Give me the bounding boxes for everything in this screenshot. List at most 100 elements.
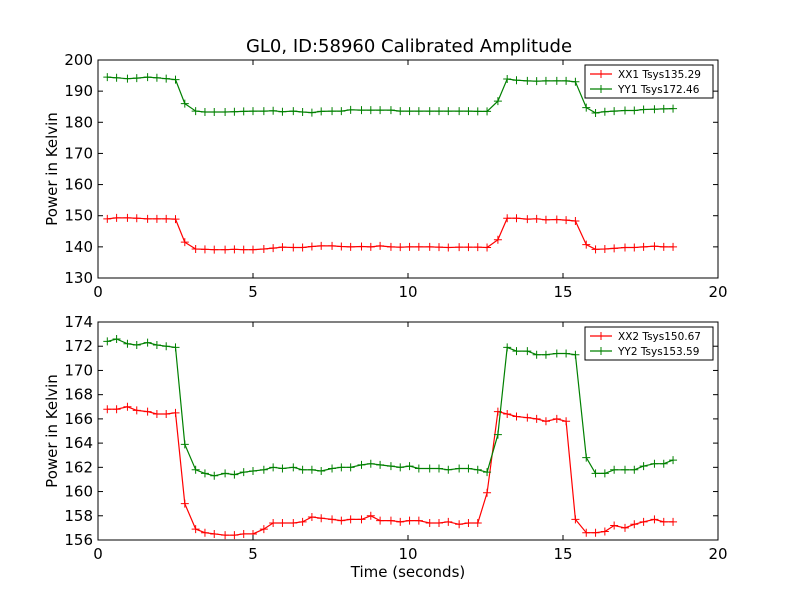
data-point xyxy=(103,214,112,223)
data-point xyxy=(610,244,619,253)
data-point xyxy=(317,514,326,523)
legend-marker xyxy=(597,347,605,355)
data-point xyxy=(386,462,395,471)
data-point xyxy=(444,517,453,526)
data-point xyxy=(455,464,464,473)
data-point xyxy=(171,215,180,224)
data-point xyxy=(152,73,161,82)
y-tick-label: 156 xyxy=(64,531,93,549)
data-point xyxy=(200,108,209,117)
data-point xyxy=(405,516,414,525)
data-point xyxy=(523,215,532,224)
data-point xyxy=(191,107,200,116)
data-point xyxy=(523,76,532,85)
data-point xyxy=(162,342,171,351)
data-point xyxy=(249,107,257,116)
top-subplot: 0 5 10 15 20 130 140 150 160 170 180 190 200 Power in… xyxy=(43,51,728,301)
data-point xyxy=(630,243,639,252)
y-axis-label: Power in Kelvin xyxy=(43,112,61,226)
data-point xyxy=(600,245,609,254)
data-point xyxy=(493,235,502,244)
data-point xyxy=(532,350,541,359)
data-point xyxy=(337,107,346,116)
y-tick-label: 170 xyxy=(64,144,93,162)
y-tick-label: 140 xyxy=(64,238,93,256)
data-point xyxy=(473,465,482,474)
data-point xyxy=(464,519,473,528)
data-point xyxy=(366,242,375,251)
data-point xyxy=(210,108,219,117)
data-point xyxy=(562,349,571,358)
data-point xyxy=(621,243,629,252)
data-point xyxy=(230,245,239,254)
data-point xyxy=(357,242,366,251)
data-point xyxy=(278,464,287,473)
data-point xyxy=(278,243,287,252)
data-point xyxy=(552,414,561,423)
data-point xyxy=(239,107,248,116)
x-axis-label: Time (seconds) xyxy=(350,563,466,581)
data-point xyxy=(112,213,121,222)
data-point xyxy=(512,412,521,421)
data-point xyxy=(112,73,121,82)
data-point xyxy=(483,107,492,116)
data-point xyxy=(289,463,298,472)
data-point xyxy=(396,517,405,526)
data-point xyxy=(230,107,239,116)
data-point xyxy=(171,408,180,417)
data-point xyxy=(317,466,326,475)
data-point xyxy=(366,459,375,468)
data-point xyxy=(346,105,355,114)
data-point xyxy=(307,465,316,474)
y-tick-label: 150 xyxy=(64,207,93,225)
data-point xyxy=(523,413,532,422)
data-point xyxy=(414,516,423,525)
data-point xyxy=(221,469,230,478)
data-point xyxy=(259,525,268,534)
data-point xyxy=(483,488,492,497)
data-point xyxy=(337,463,346,472)
data-point xyxy=(444,243,453,252)
data-point xyxy=(180,440,189,449)
data-point xyxy=(298,517,307,526)
data-point xyxy=(396,107,405,116)
data-point xyxy=(103,405,112,414)
data-point xyxy=(405,107,414,116)
data-point xyxy=(503,410,512,419)
data-point xyxy=(307,242,316,251)
data-point xyxy=(162,214,171,223)
data-point xyxy=(571,350,580,359)
data-point xyxy=(112,334,121,343)
data-point xyxy=(230,531,239,540)
data-point xyxy=(289,519,298,528)
data-point xyxy=(414,107,423,116)
data-point xyxy=(414,464,423,473)
data-point xyxy=(171,343,180,352)
data-point xyxy=(444,465,453,474)
data-point xyxy=(376,460,385,469)
data-point xyxy=(473,519,482,528)
data-point xyxy=(317,241,326,250)
data-point xyxy=(464,243,473,252)
data-point xyxy=(483,243,492,252)
data-point xyxy=(532,214,541,223)
data-point xyxy=(600,527,609,536)
data-point xyxy=(249,245,257,254)
data-point xyxy=(210,245,219,254)
data-point xyxy=(210,529,219,538)
data-point xyxy=(123,402,132,411)
data-point xyxy=(532,77,541,86)
y-tick-label: 180 xyxy=(64,113,93,131)
data-point xyxy=(582,528,591,537)
legend-box xyxy=(584,326,714,361)
data-point xyxy=(503,74,512,83)
data-point xyxy=(610,107,619,116)
data-point xyxy=(532,414,541,423)
y-tick-label: 170 xyxy=(64,361,93,379)
data-point xyxy=(591,245,600,254)
y-tick-label: 160 xyxy=(64,483,93,501)
data-point xyxy=(659,104,668,113)
y-tick-label: 162 xyxy=(64,458,93,476)
data-point xyxy=(337,516,346,525)
data-point xyxy=(650,105,659,114)
